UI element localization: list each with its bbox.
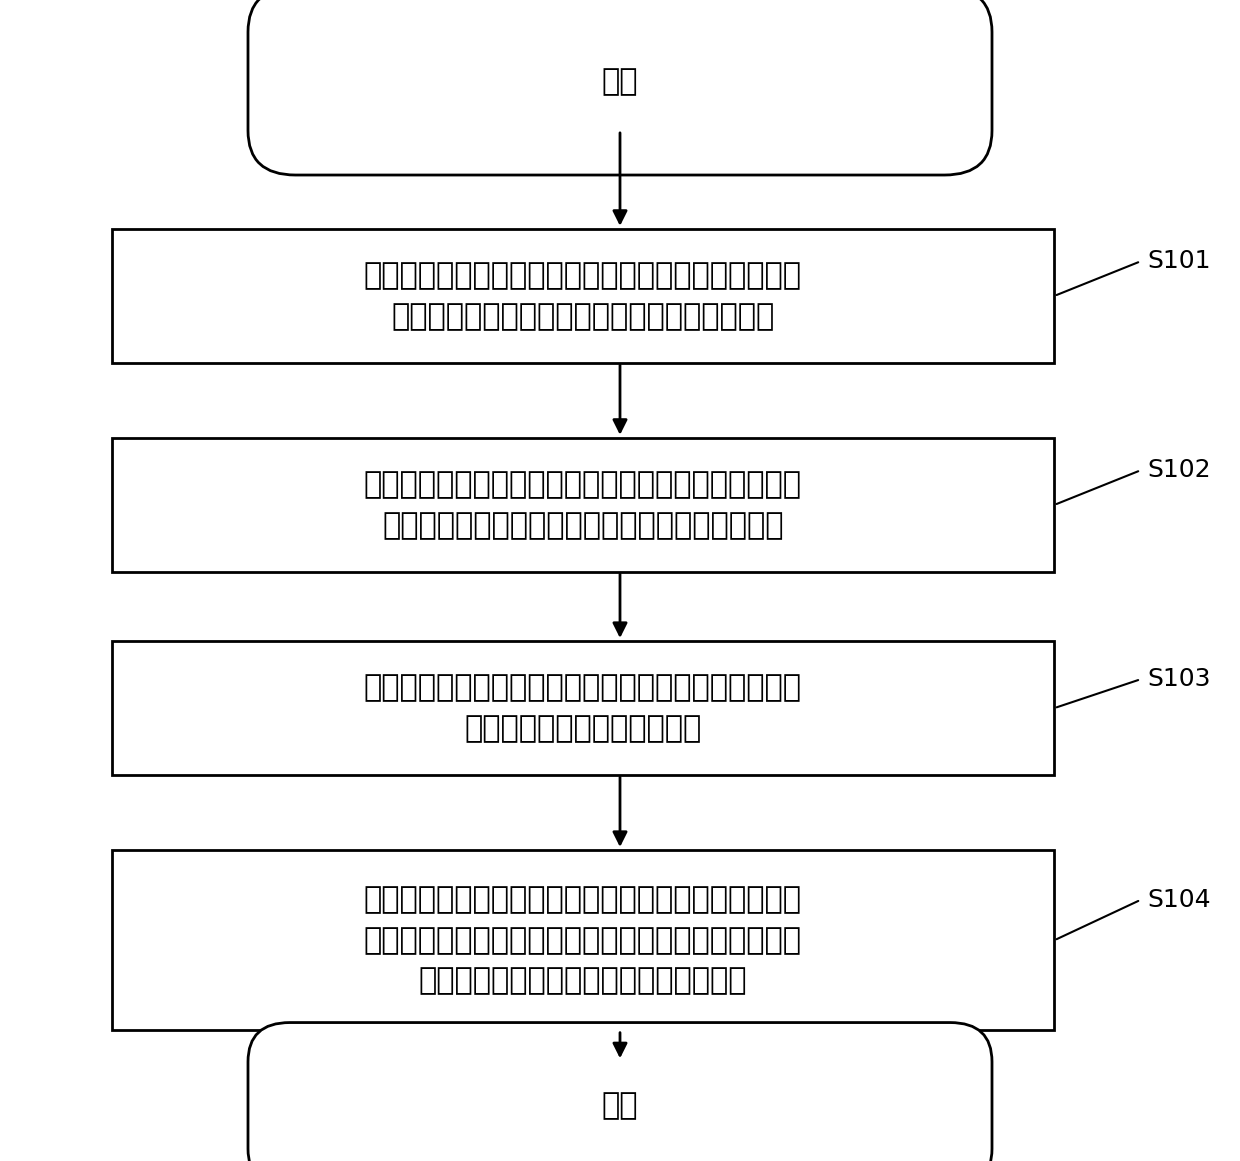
Text: 开始: 开始	[601, 67, 639, 95]
Bar	[112, 850, 1054, 1031]
Text: 根据优选厚度生成加工指令，以便利用加工指令控制支
架加工设备加工厚度为优选厚度的骨科支架并对失效区
域执行激光喷丸处理得到轻量化骨科支架: 根据优选厚度生成加工指令，以便利用加工指令控制支 架加工设备加工厚度为优选厚度的…	[363, 886, 802, 995]
Text: S104: S104	[1147, 888, 1210, 911]
Bar	[112, 230, 1054, 362]
Bar	[112, 439, 1054, 572]
FancyBboxPatch shape	[248, 0, 992, 175]
Text: 根据骨科支架的结构参数和支架服役区间的载荷谱对骨
科支架进行测试确定骨科支架的强化前疲劳寿命: 根据骨科支架的结构参数和支架服役区间的载荷谱对骨 科支架进行测试确定骨科支架的强…	[363, 261, 802, 331]
Text: S103: S103	[1147, 668, 1210, 691]
Text: 测试试样支架的强化后疲劳寿命并根据疲劳寿命裕度与
强化后疲劳寿命确定优选厚度: 测试试样支架的强化后疲劳寿命并根据疲劳寿命裕度与 强化后疲劳寿命确定优选厚度	[363, 673, 802, 743]
Bar	[112, 641, 1054, 776]
Text: 结束: 结束	[601, 1091, 639, 1119]
Text: S101: S101	[1147, 250, 1210, 273]
Text: 对骨科支架进行力学分析确定失效区域，以便控制支架
加工设备对试样支架的失效区域执行激光喷丸处理: 对骨科支架进行力学分析确定失效区域，以便控制支架 加工设备对试样支架的失效区域执…	[363, 470, 802, 540]
FancyBboxPatch shape	[248, 1023, 992, 1161]
Text: S102: S102	[1147, 459, 1210, 482]
